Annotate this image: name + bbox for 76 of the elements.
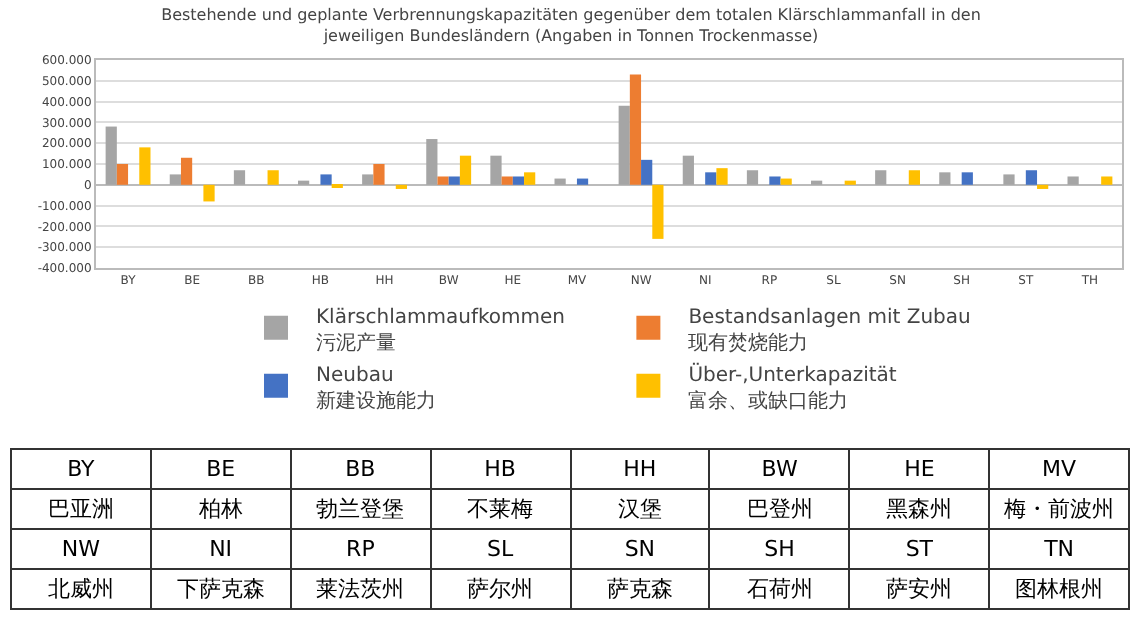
text: 萨安州 <box>849 569 990 609</box>
legend-label: Bestandsanlagen mit Zubau 现有焚烧能力 <box>688 306 971 355</box>
text: 下萨克森 <box>150 569 291 609</box>
bar <box>716 168 728 185</box>
bar <box>682 155 694 185</box>
text: SL <box>430 529 570 569</box>
text: NI <box>150 529 291 569</box>
text: 石荷州 <box>709 569 850 609</box>
text: 梅・前波州 <box>989 489 1129 529</box>
legend-label: Neubau 新建设施能力 <box>316 364 436 413</box>
text: 柏林 <box>150 489 291 529</box>
text: 勃兰登堡 <box>290 489 431 529</box>
bar <box>1067 176 1079 185</box>
text: BY <box>11 449 151 489</box>
bar <box>769 176 781 185</box>
text: HB <box>430 449 570 489</box>
bar <box>139 147 151 185</box>
bar <box>233 170 246 185</box>
text: HH <box>570 449 710 489</box>
text: SH <box>709 529 850 569</box>
bar <box>705 172 717 185</box>
bar <box>490 155 502 185</box>
text: RP <box>290 529 431 569</box>
bar <box>629 74 642 185</box>
bar <box>105 126 117 185</box>
bar <box>961 172 973 185</box>
bar <box>524 172 536 185</box>
bar <box>169 174 181 185</box>
bar <box>1025 170 1038 185</box>
bar <box>116 164 129 185</box>
bar <box>780 178 792 185</box>
text: 巴登州 <box>709 489 850 529</box>
bar <box>267 170 279 185</box>
text: 莱法茨州 <box>290 569 431 609</box>
bar <box>373 164 385 185</box>
bar <box>554 178 566 185</box>
text: NW <box>11 529 151 569</box>
text: 北威州 <box>11 569 151 609</box>
text: BB <box>290 449 431 489</box>
bar <box>512 176 525 185</box>
bar <box>426 139 438 185</box>
bar <box>501 176 513 185</box>
bar <box>459 155 472 185</box>
text: 图林根州 <box>989 569 1129 609</box>
text: HE <box>849 449 990 489</box>
text: TN <box>989 529 1129 569</box>
bar <box>320 174 332 185</box>
bar <box>746 170 759 185</box>
bar <box>1101 176 1113 185</box>
bar <box>1003 174 1015 185</box>
text: ST <box>849 529 990 569</box>
legend-label: Klärschlammaufkommen 污泥产量 <box>316 306 566 355</box>
text: BE <box>150 449 291 489</box>
text: 黑森州 <box>849 489 990 529</box>
text: 不莱梅 <box>430 489 570 529</box>
bar <box>448 176 460 185</box>
bar <box>908 170 920 185</box>
text: 巴亚洲 <box>11 489 151 529</box>
text: 汉堡 <box>570 489 710 529</box>
bar <box>875 170 887 185</box>
bar <box>203 184 215 202</box>
bar <box>437 176 449 185</box>
legend-label: Über-,Unterkapazität 富余、或缺口能力 <box>688 360 897 413</box>
chart-title: Bestehende und geplante Verbrennungskapazitäten gegenüber dem totalen Klärschlammanfall in den jeweiligen Bundesländern (Angaben in Tonnen Trockenmasse) <box>161 5 981 45</box>
bar <box>618 105 630 185</box>
bar <box>939 172 951 185</box>
text: 萨尔州 <box>430 569 570 609</box>
text: MV <box>989 449 1129 489</box>
text: BW <box>709 449 850 489</box>
bar <box>576 178 589 185</box>
bar <box>362 174 374 185</box>
bar <box>180 157 193 185</box>
bar <box>652 184 664 239</box>
text: 萨克森 <box>570 569 710 609</box>
text: SN <box>570 529 710 569</box>
bar <box>641 159 653 185</box>
